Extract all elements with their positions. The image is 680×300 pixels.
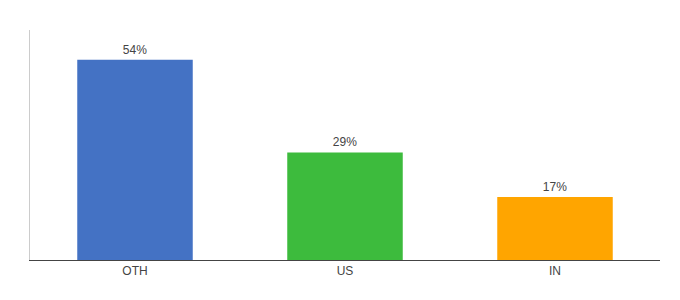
svg-text:OTH: OTH (122, 264, 147, 278)
svg-text:29%: 29% (333, 135, 357, 149)
svg-text:54%: 54% (123, 43, 147, 57)
svg-text:US: US (337, 264, 354, 278)
svg-text:IN: IN (549, 264, 561, 278)
svg-text:17%: 17% (543, 180, 567, 194)
